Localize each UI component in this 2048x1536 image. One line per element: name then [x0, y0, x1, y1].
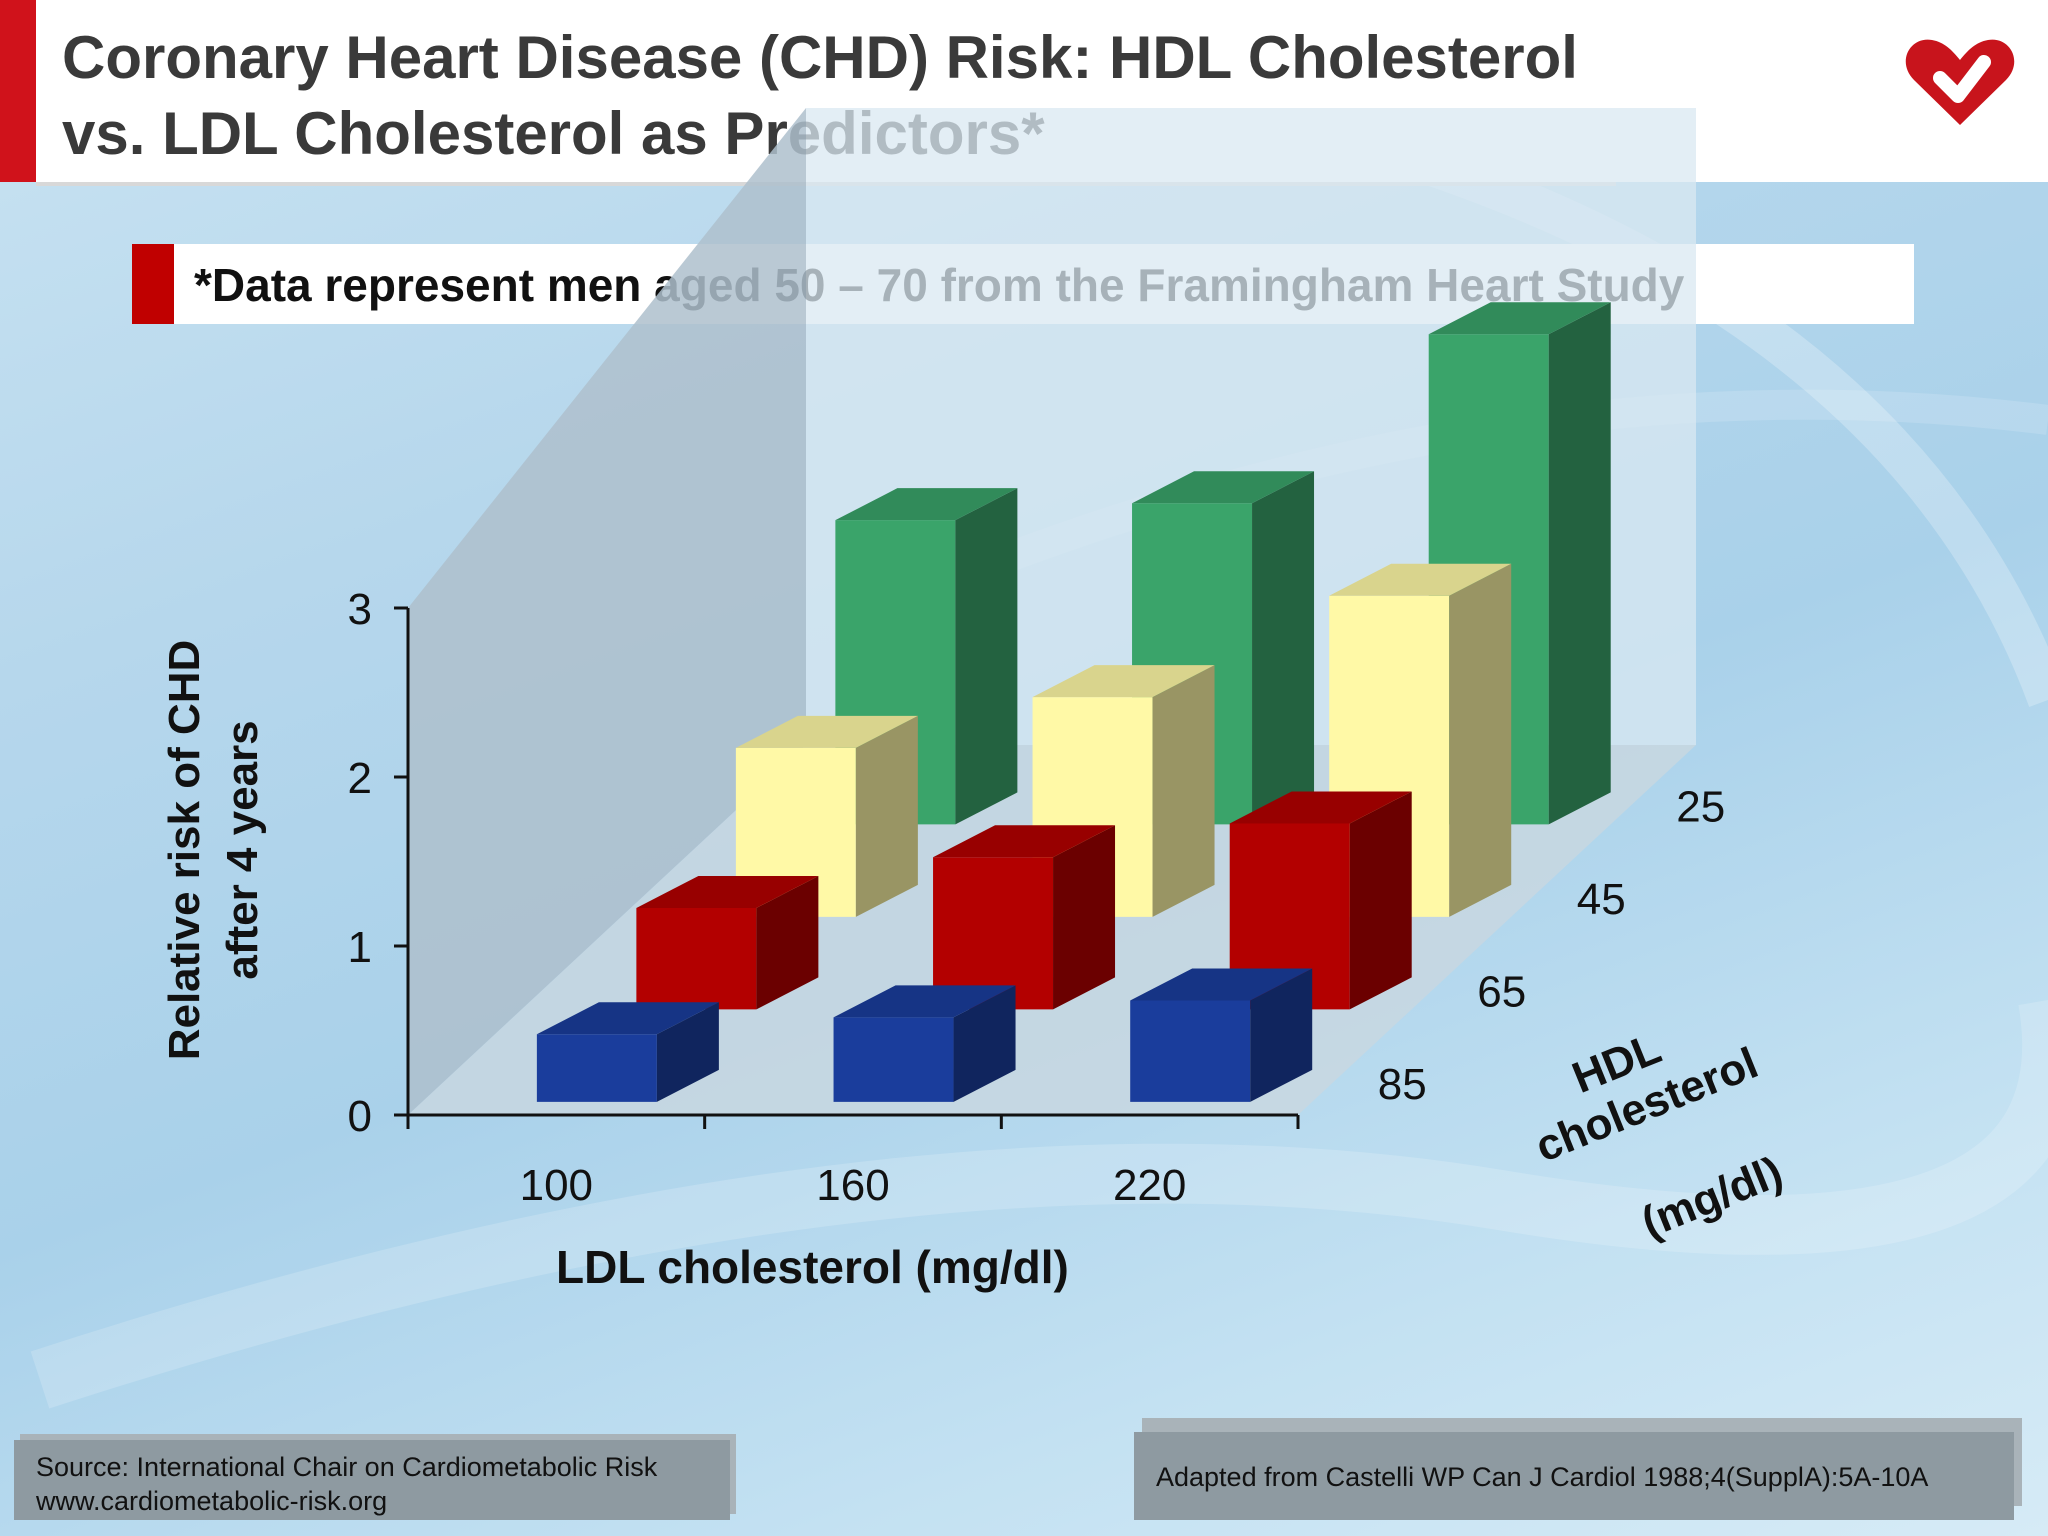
- z-axis-label-line-3: (mg/dl): [1634, 1147, 1790, 1248]
- z-tick-label: 85: [1378, 1060, 1427, 1109]
- bar-side: [1250, 968, 1313, 1102]
- x-tick-label: 160: [816, 1161, 889, 1210]
- header-bar: Coronary Heart Disease (CHD) Risk: HDL C…: [0, 0, 2048, 182]
- bar-front: [735, 747, 856, 917]
- z-tick-label: 65: [1477, 967, 1526, 1016]
- bar-front: [1130, 1000, 1251, 1102]
- x-tick-label: 100: [520, 1161, 593, 1210]
- bar-side: [1053, 825, 1116, 1010]
- bar-top: [1130, 968, 1313, 1001]
- y-axis-label-line-2: after 4 years: [218, 720, 267, 980]
- x-axis-label: LDL cholesterol (mg/dl): [556, 1241, 1069, 1293]
- y-tick-label: 0: [348, 1092, 372, 1141]
- bar-side: [1349, 791, 1412, 1010]
- citation-text: Adapted from Castelli WP Can J Cardiol 1…: [1156, 1462, 1929, 1492]
- bar-top: [536, 1002, 719, 1035]
- source-text: Source: International Chair on Cardiomet…: [36, 1452, 658, 1482]
- source-box: Source: International Chair on Cardiomet…: [14, 1440, 730, 1520]
- y-tick-label: 2: [348, 754, 372, 803]
- header-accent-bar: [0, 0, 36, 182]
- bar-side: [756, 875, 819, 1010]
- bar-side: [953, 985, 1016, 1102]
- source-url[interactable]: www.cardiometabolic-risk.org: [36, 1486, 388, 1516]
- left-wall: [408, 108, 806, 1115]
- bar-top: [1428, 302, 1611, 335]
- bar-top: [1132, 471, 1315, 504]
- bar-front: [636, 907, 757, 1010]
- z-tick-label: 25: [1676, 782, 1725, 831]
- bar-side: [656, 1002, 719, 1102]
- citation-box: Adapted from Castelli WP Can J Cardiol 1…: [1134, 1432, 2014, 1520]
- x-tick-label: 220: [1113, 1161, 1186, 1210]
- bar-side: [955, 488, 1018, 825]
- bar-side: [1152, 665, 1215, 917]
- y-tick-label: 3: [348, 585, 372, 634]
- bar-top: [735, 715, 918, 748]
- bar-side: [1548, 302, 1611, 825]
- y-tick-label: 1: [348, 923, 372, 972]
- bar-top: [1229, 791, 1412, 824]
- heart-logo-icon: [1905, 39, 2015, 125]
- bar-top: [636, 875, 819, 908]
- bar-top: [1032, 665, 1215, 698]
- z-tick-label: 45: [1577, 875, 1626, 924]
- y-axis-label: Relative risk of CHD after 4 years: [156, 590, 276, 1110]
- y-axis-label-line-1: Relative risk of CHD: [160, 639, 209, 1061]
- bar-top: [835, 488, 1018, 521]
- slide-title-line-1: Coronary Heart Disease (CHD) Risk: HDL C…: [62, 24, 1578, 91]
- bar-front: [1229, 823, 1350, 1010]
- bar-front: [833, 1017, 954, 1102]
- bar-side: [1252, 471, 1315, 825]
- bar-front: [536, 1034, 657, 1102]
- note-accent-bar: [132, 244, 174, 324]
- bar-front: [933, 857, 1054, 1010]
- bar-top: [1329, 563, 1512, 596]
- bar-side: [855, 715, 918, 917]
- bar-top: [933, 825, 1116, 858]
- bar-side: [1449, 563, 1512, 917]
- bar-top: [833, 985, 1016, 1018]
